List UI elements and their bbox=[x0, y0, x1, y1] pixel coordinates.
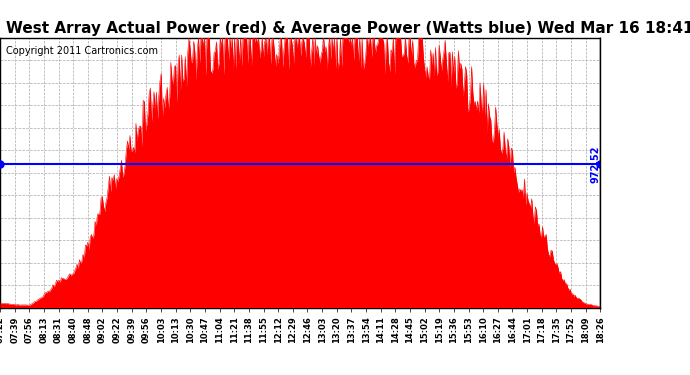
Text: 972.52: 972.52 bbox=[591, 145, 600, 183]
Text: Copyright 2011 Cartronics.com: Copyright 2011 Cartronics.com bbox=[6, 46, 158, 56]
Text: West Array Actual Power (red) & Average Power (Watts blue) Wed Mar 16 18:41: West Array Actual Power (red) & Average … bbox=[6, 21, 690, 36]
